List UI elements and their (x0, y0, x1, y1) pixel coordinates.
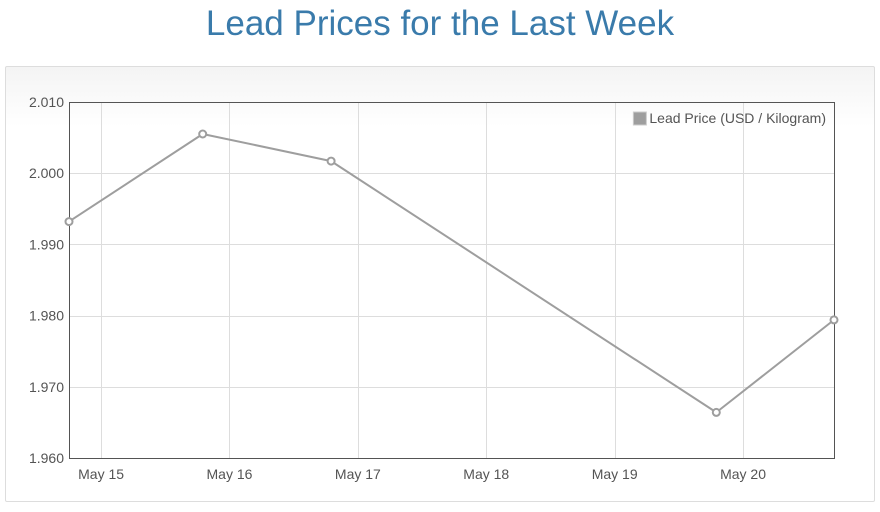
x-tick-label: May 20 (720, 466, 766, 482)
y-tick-label: 2.010 (29, 94, 64, 110)
legend: Lead Price (USD / Kilogram) (632, 110, 826, 126)
series-layer (64, 129, 839, 417)
grid (69, 102, 834, 458)
data-point[interactable] (326, 156, 336, 166)
y-tick-label: 2.000 (29, 165, 64, 181)
chart-panel: 2.010 2.000 1.990 1.980 1.970 1.960 May 15 May… (5, 66, 875, 502)
data-point[interactable] (198, 129, 208, 139)
x-tick-label: May 15 (78, 466, 124, 482)
y-tick-label: 1.980 (29, 308, 64, 324)
plot-frame (69, 102, 835, 459)
x-tick-label: May 19 (592, 466, 638, 482)
y-tick-label: 1.960 (29, 450, 64, 466)
x-tick-label: May 16 (207, 466, 253, 482)
y-axis: 2.010 2.000 1.990 1.980 1.970 1.960 (29, 94, 64, 466)
x-tick-label: May 17 (335, 466, 381, 482)
legend-label: Lead Price (USD / Kilogram) (649, 110, 826, 126)
y-tick-label: 1.970 (29, 379, 64, 395)
legend-swatch (632, 111, 647, 126)
y-tick-label: 1.990 (29, 236, 64, 252)
data-point[interactable] (64, 217, 74, 227)
data-point[interactable] (829, 315, 839, 325)
page-title: Lead Prices for the Last Week (205, 4, 675, 43)
series-line (68, 133, 835, 414)
x-tick-label: May 18 (463, 466, 509, 482)
x-axis: May 15 May 16 May 17 May 18 May 19 May 20 (78, 466, 766, 482)
data-point[interactable] (711, 407, 721, 417)
